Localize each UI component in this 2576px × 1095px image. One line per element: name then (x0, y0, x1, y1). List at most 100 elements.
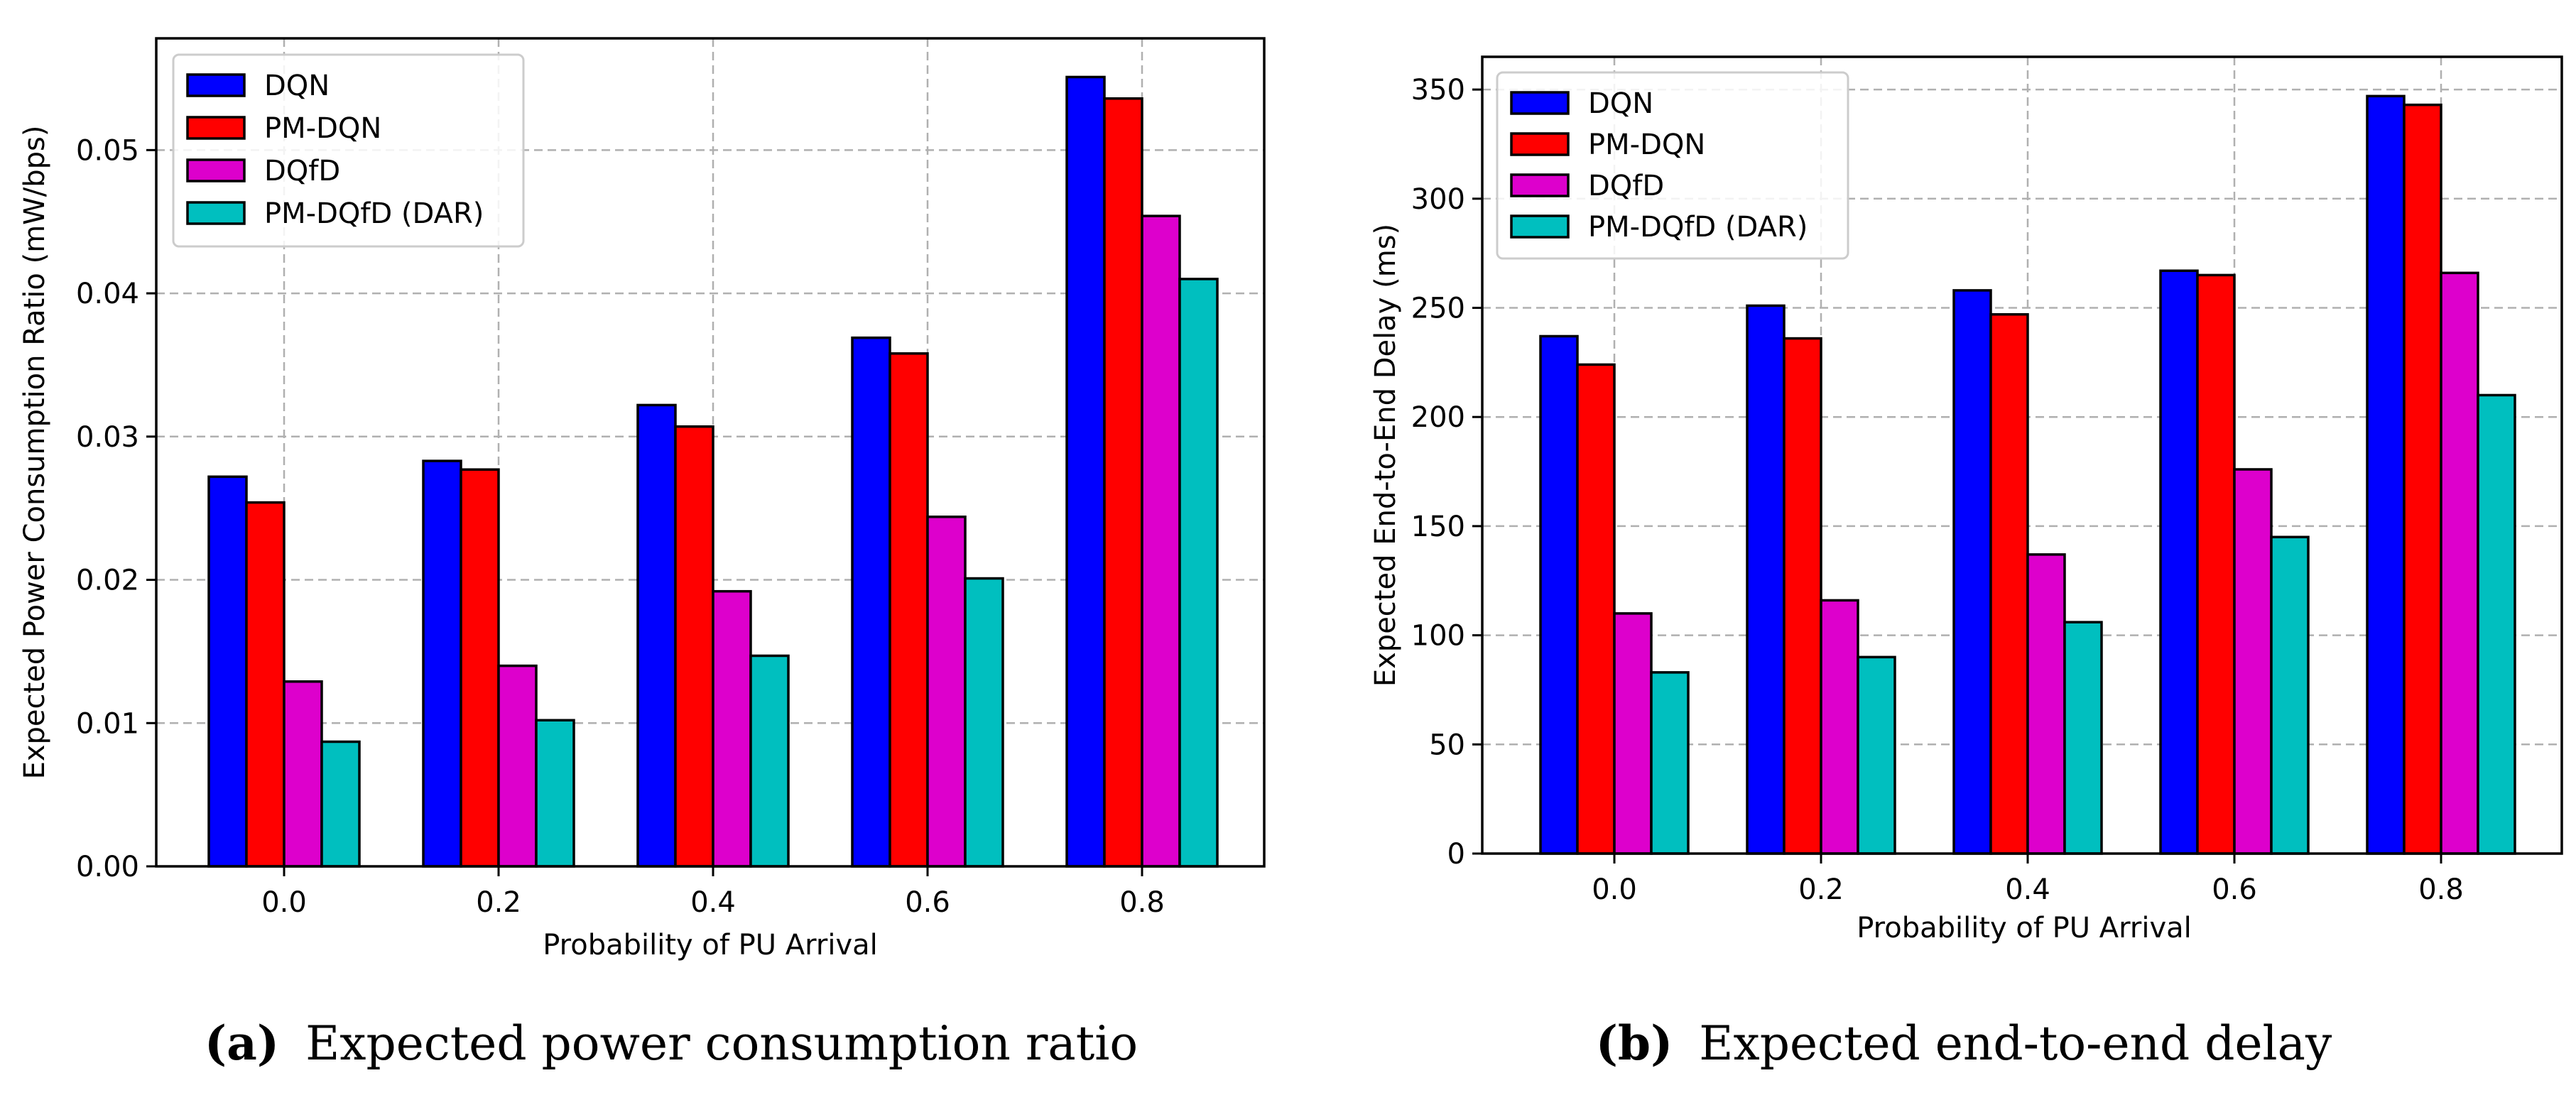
chart-a-bar-pm-dqn-0.2 (460, 468, 500, 868)
chart-b-bar-pm-dqn-0.8 (2403, 103, 2442, 855)
chart-a-y-tick-label: 0.02 (76, 565, 139, 597)
chart-b-legend-frame (1496, 71, 1849, 260)
chart-b-legend-swatch (1510, 214, 1570, 239)
chart-b-bar-dqfd-0.2 (1820, 599, 1859, 855)
chart-b-bar-dqn-0.2 (1746, 304, 1786, 855)
chart-b-bar-pm-dqn-0.6 (2196, 273, 2236, 855)
chart-b-bars (1539, 94, 2516, 855)
svg-text:(b) Expected end-to-en: (b) Expected end-to-end delay (1596, 1015, 2332, 1071)
chart-b-bar-dqn-0.0 (1539, 334, 1579, 855)
chart-a-y-tick-label: 0.00 (76, 851, 139, 883)
chart-a-bar-pm-dqfd-dar-0.8 (1178, 278, 1219, 868)
chart-a-bar-pm-dqn-0.8 (1103, 97, 1143, 868)
chart-b-legend-swatch (1510, 132, 1570, 156)
chart-b-bar-dqfd-0.0 (1613, 612, 1653, 855)
svg-text:(a) Expected power con: (a) Expected power consumption ratio (205, 1015, 1138, 1071)
chart-b-y-axis-label: Expected End-to-End Delay (ms) (1369, 224, 1402, 687)
chart-b-ticks: 0 50 100 150 200 250 300 350 0.0 0.2 0.4 0.6 0.8 (1411, 74, 2464, 906)
chart-b-y-tick-label: 200 (1411, 401, 1465, 434)
chart-b-bar-pm-dqfd-dar-0.8 (2477, 393, 2516, 855)
chart-b-caption-text: Expected end-to-end delay (1699, 1016, 2332, 1071)
chart-b-bar-dqn-0.6 (2159, 269, 2199, 855)
chart-a-bar-dqn-0.4 (636, 403, 677, 868)
chart-a-bar-pm-dqn-0.0 (245, 501, 286, 868)
chart-a-caption-text: Expected power consumption ratio (305, 1016, 1138, 1071)
chart-a-legend-label: DQfD (264, 155, 340, 187)
chart-a-legend-label: DQN (264, 70, 330, 102)
chart-b-bar-dqn-0.4 (1952, 289, 1992, 855)
chart-b-y-tick-label: 100 (1411, 620, 1465, 653)
chart-a-legend-swatch (186, 73, 246, 97)
chart-a-y-tick-label: 0.01 (76, 707, 139, 740)
chart-a-bar-dqn-0.8 (1065, 75, 1106, 868)
chart-a-bar-pm-dqfd-dar-0.2 (535, 719, 575, 868)
chart-a-bar-dqn-0.6 (851, 336, 891, 868)
chart-b-y-tick-label: 150 (1411, 511, 1465, 543)
chart-b-x-tick-label: 0.8 (2418, 873, 2464, 906)
chart-b-caption: (b) Expected end-to-end delay (1596, 1015, 2332, 1071)
chart-a-bar-dqfd-0.2 (497, 664, 538, 868)
chart-b-x-axis-label: Probability of PU Arrival (1857, 912, 2192, 944)
chart-a-axes-frame (155, 37, 1266, 868)
chart-b-x-tick-label: 0.4 (2005, 873, 2050, 906)
chart-a-legend: DQN PM-DQN DQfD PM-DQfD (DAR) (172, 53, 525, 248)
chart-a-x-axis-label: Probability of PU Arrival (543, 929, 878, 961)
chart-b-bar-pm-dqfd-dar-0.6 (2270, 535, 2310, 855)
chart-a-bar-pm-dqfd-dar-0.4 (749, 654, 790, 868)
chart-a-legend-swatch (186, 201, 246, 225)
chart-a-y-tick-label: 0.03 (76, 421, 139, 454)
chart-a-bars (207, 75, 1219, 868)
chart-a-caption-label: (a) (205, 1015, 279, 1071)
chart-a-bar-dqfd-0.6 (926, 516, 967, 868)
chart-b-legend-label: DQfD (1588, 170, 1664, 202)
chart-a-x-tick-label: 0.6 (905, 886, 950, 919)
chart-a-legend-swatch (186, 116, 246, 140)
chart-a-bar-pm-dqfd-dar-0.6 (964, 577, 1004, 868)
chart-a-caption: (a) Expected power consumption ratio (205, 1015, 1138, 1071)
chart-b-x-tick-label: 0.2 (1798, 873, 1844, 906)
chart-a-x-tick-label: 0.0 (261, 886, 307, 919)
chart-a-bar-pm-dqn-0.4 (674, 425, 714, 868)
chart-b-legend-label: DQN (1588, 87, 1653, 120)
chart-a-bar-dqfd-0.4 (712, 589, 752, 868)
chart-b-bar-pm-dqn-0.2 (1783, 337, 1822, 855)
chart-b-legend-swatch (1510, 173, 1570, 197)
chart-a-y-tick-label: 0.04 (76, 278, 139, 310)
chart-b-bar-pm-dqn-0.0 (1576, 363, 1616, 855)
chart-b-caption-label: (b) (1596, 1015, 1673, 1071)
chart-a-bar-dqfd-0.8 (1141, 214, 1181, 868)
chart-b-legend-label: PM-DQfD (DAR) (1588, 211, 1808, 244)
chart-b-bar-pm-dqfd-dar-0.4 (2063, 621, 2103, 855)
chart-b-axes-frame (1481, 55, 2563, 855)
chart-b-legend-label: PM-DQN (1588, 129, 1705, 161)
chart-b-y-tick-label: 50 (1429, 729, 1465, 761)
chart-a-legend-frame (172, 53, 525, 248)
chart-a-y-axis-label: Expected Power Consumption Ratio (mW/bps… (18, 126, 51, 780)
chart-b-y-tick-label: 300 (1411, 183, 1465, 216)
chart-a-bar-pm-dqfd-dar-0.0 (320, 740, 361, 868)
chart-a-bar-dqfd-0.0 (283, 680, 323, 868)
chart-b-bar-pm-dqn-0.4 (1989, 312, 2029, 855)
chart-a-x-tick-label: 0.4 (690, 886, 736, 919)
chart-b-bar-pm-dqfd-dar-0.0 (1650, 671, 1690, 855)
chart-a-bar-pm-dqn-0.6 (888, 352, 929, 868)
chart-b-legend-swatch (1510, 91, 1570, 115)
chart-b-y-tick-label: 0 (1447, 838, 1465, 871)
chart-b-bar-dqfd-0.6 (2233, 468, 2273, 855)
chart-a-legend-swatch (186, 158, 246, 182)
chart-a-x-tick-label: 0.2 (476, 886, 521, 919)
chart-b-bar-dqfd-0.4 (2026, 553, 2066, 855)
chart-a-y-tick-label: 0.05 (76, 134, 139, 167)
chart-a-power-consumption: 0.000.010.020.030.040.050.0 0.2 0.4 0.6 0.8 … (18, 37, 1266, 1071)
chart-b-x-tick-label: 0.6 (2212, 873, 2257, 906)
chart-a-legend-label: PM-DQN (264, 112, 381, 145)
chart-a-bar-dqn-0.2 (422, 459, 462, 868)
chart-a-legend-label: PM-DQfD (DAR) (264, 197, 484, 230)
chart-b-bar-dqn-0.8 (2366, 94, 2406, 855)
chart-a-ticks: 0.00 0.01 0.02 0.03 0.04 0.05 0.0 0.2 0.4 0.6 0.8 (76, 134, 1165, 919)
chart-b-legend: DQN PM-DQN DQfD PM-DQfD (DAR) (1496, 71, 1849, 260)
chart-b-y-tick-label: 250 (1411, 293, 1465, 325)
chart-b-x-tick-label: 0.0 (1592, 873, 1637, 906)
chart-b-end-to-end-delay: 0 50 100 150 200 250 300 350 0.0 0.2 0.4 0.6 0.8 Pro… (1369, 55, 2563, 1071)
